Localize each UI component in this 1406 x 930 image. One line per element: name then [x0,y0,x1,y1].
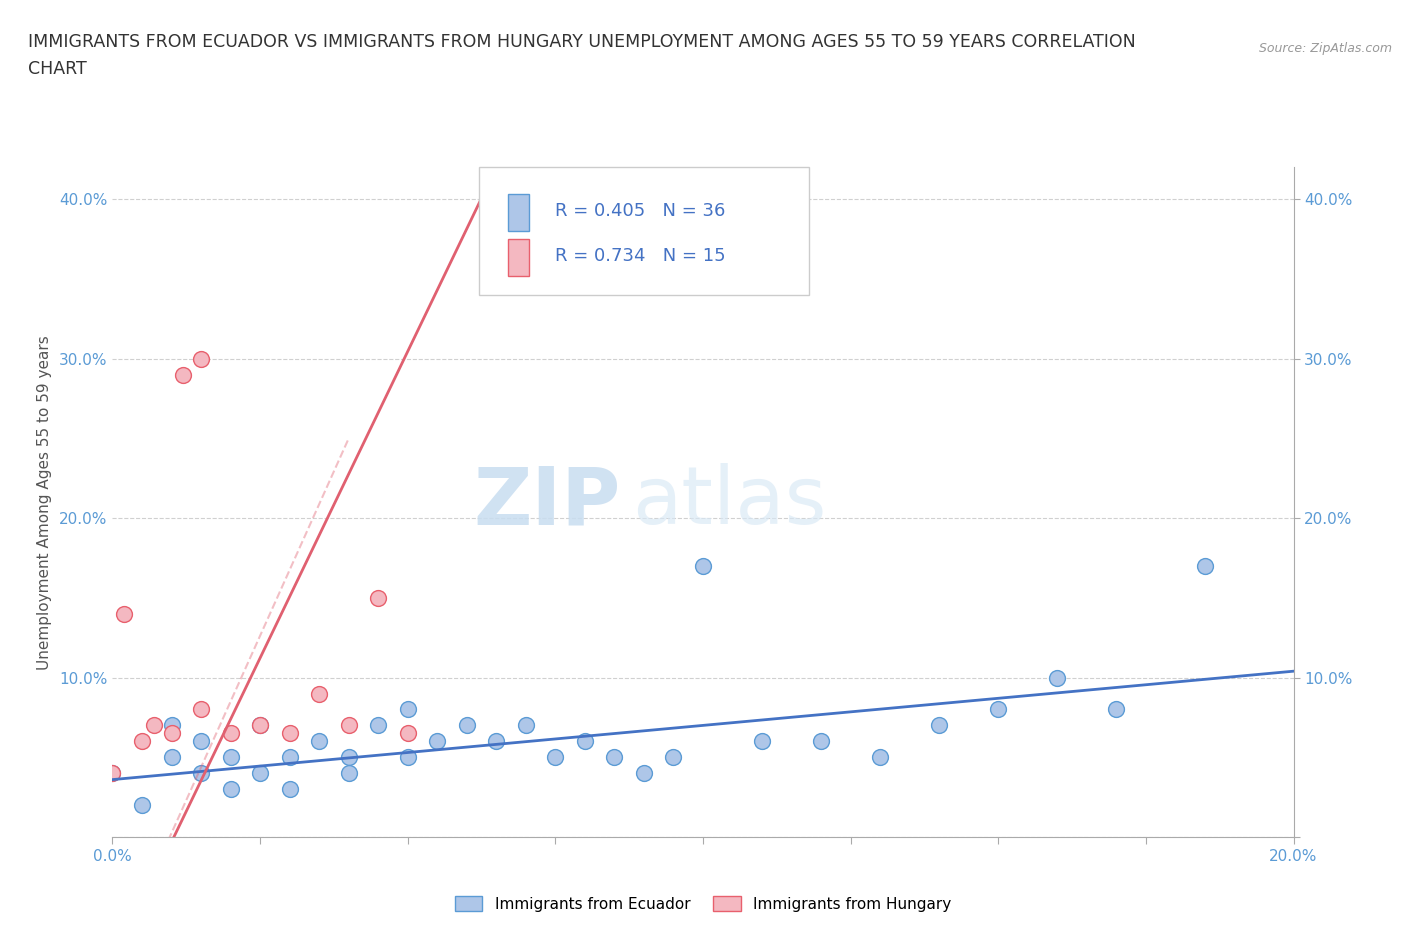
Text: IMMIGRANTS FROM ECUADOR VS IMMIGRANTS FROM HUNGARY UNEMPLOYMENT AMONG AGES 55 TO: IMMIGRANTS FROM ECUADOR VS IMMIGRANTS FR… [28,33,1136,50]
Point [101,765,124,780]
Point [869,750,891,764]
Point [337,718,360,733]
Point [574,734,596,749]
Point [810,734,832,749]
Point [751,734,773,749]
Point [1105,702,1128,717]
Legend: Immigrants from Ecuador, Immigrants from Hungary: Immigrants from Ecuador, Immigrants from… [449,889,957,918]
Text: Source: ZipAtlas.com: Source: ZipAtlas.com [1258,42,1392,55]
Point [112,606,135,621]
Point [367,718,389,733]
Point [515,718,537,733]
Point [1194,559,1216,574]
Point [603,750,626,764]
Point [278,750,301,764]
FancyBboxPatch shape [478,167,810,295]
FancyBboxPatch shape [508,239,529,276]
Point [190,734,212,749]
Point [987,702,1010,717]
Point [544,750,567,764]
Point [396,726,419,741]
Point [337,765,360,780]
Point [172,367,194,382]
Point [396,750,419,764]
Point [131,798,153,813]
Point [308,734,330,749]
Point [142,718,165,733]
Point [190,765,212,780]
Point [1046,671,1069,685]
Point [190,352,212,366]
Text: atlas: atlas [633,463,827,541]
Point [249,765,271,780]
Point [190,702,212,717]
Text: R = 0.734   N = 15: R = 0.734 N = 15 [555,246,725,265]
Point [337,750,360,764]
Point [160,718,183,733]
Point [308,686,330,701]
Point [101,765,124,780]
Point [131,734,153,749]
Point [928,718,950,733]
Point [219,782,242,797]
Point [367,591,389,605]
Point [662,750,685,764]
Point [249,718,271,733]
Point [396,702,419,717]
Point [485,734,508,749]
Point [160,750,183,764]
Point [278,726,301,741]
Point [219,726,242,741]
Y-axis label: Unemployment Among Ages 55 to 59 years: Unemployment Among Ages 55 to 59 years [37,335,52,670]
Text: CHART: CHART [28,60,87,78]
Point [278,782,301,797]
Text: R = 0.405   N = 36: R = 0.405 N = 36 [555,202,725,219]
Point [456,718,478,733]
Point [633,765,655,780]
Point [219,750,242,764]
Point [249,718,271,733]
FancyBboxPatch shape [508,194,529,231]
Text: ZIP: ZIP [472,463,620,541]
Point [426,734,449,749]
Point [160,726,183,741]
Point [692,559,714,574]
